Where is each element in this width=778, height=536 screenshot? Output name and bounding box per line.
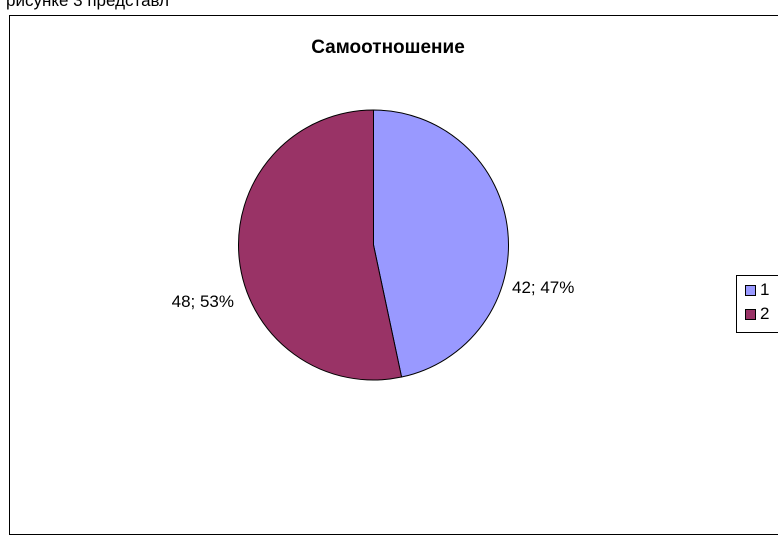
data-label-2: 48; 53% (172, 292, 234, 311)
legend-swatch-1 (745, 284, 756, 296)
legend-item-1: 1 (745, 280, 769, 300)
pie-slice-1 (373, 109, 509, 378)
legend-label-1: 1 (760, 280, 770, 299)
chart-area: Самоотношение 42; 47% 48; 53% 1 2 (9, 15, 778, 535)
pie-slice-2 (238, 109, 403, 381)
legend-label-2: 2 (760, 304, 770, 323)
pie-chart: 42; 47% 48; 53% (172, 109, 574, 381)
chart-title: Самоотношение (311, 37, 465, 58)
legend-item-2: 2 (745, 304, 769, 324)
legend-swatch-2 (745, 308, 756, 320)
data-label-1: 42; 47% (512, 278, 574, 297)
legend: 1 2 (736, 275, 778, 333)
header-text: рисунке 3 представл (6, 0, 170, 10)
